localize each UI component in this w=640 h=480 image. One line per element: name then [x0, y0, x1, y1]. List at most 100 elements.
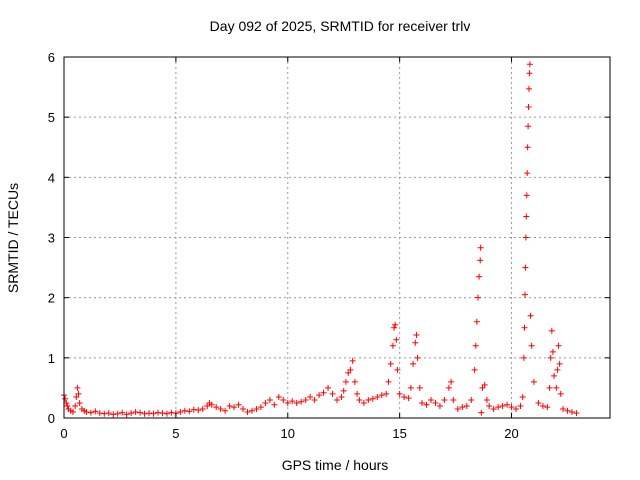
data-point [325, 384, 332, 391]
x-tick-label: 10 [281, 426, 295, 441]
data-point [244, 408, 251, 415]
x-tick-label: 0 [60, 426, 67, 441]
x-tick-label: 5 [172, 426, 179, 441]
x-tick-label: 15 [392, 426, 406, 441]
data-point [92, 408, 99, 415]
data-point [141, 410, 148, 417]
data-point [477, 257, 484, 264]
data-point [64, 402, 71, 409]
data-point [459, 404, 466, 411]
data-point [521, 291, 528, 298]
data-point [525, 103, 532, 110]
data-point [473, 318, 480, 325]
y-tick-label: 4 [48, 170, 55, 185]
data-point [508, 404, 515, 411]
data-point [72, 402, 79, 409]
data-point [266, 396, 273, 403]
data-point [284, 399, 291, 406]
data-point [479, 384, 486, 391]
data-point [186, 408, 193, 415]
data-point [468, 396, 475, 403]
data-point [240, 405, 247, 412]
data-point [87, 409, 94, 416]
data-point [146, 410, 153, 417]
data-point [208, 401, 215, 408]
points-layer [61, 61, 580, 418]
data-point [454, 405, 461, 412]
data-point [105, 410, 112, 417]
grid-layer [64, 57, 610, 418]
data-point [253, 405, 260, 412]
data-point [486, 402, 493, 409]
data-point [96, 410, 103, 417]
y-tick-label: 5 [48, 110, 55, 125]
data-point [110, 411, 117, 418]
data-point [463, 402, 470, 409]
data-point [474, 294, 481, 301]
data-point [547, 354, 554, 361]
data-point [391, 324, 398, 331]
data-point [383, 390, 390, 397]
data-point [137, 409, 144, 416]
data-point [564, 407, 571, 414]
data-point [410, 360, 417, 367]
y-tick-label: 0 [48, 411, 55, 426]
data-point [504, 401, 511, 408]
data-point [168, 409, 175, 416]
data-point [340, 387, 347, 394]
data-point [349, 357, 356, 364]
data-point [405, 395, 412, 402]
data-point [62, 395, 69, 402]
data-point [132, 408, 139, 415]
data-point [316, 392, 323, 399]
data-point [387, 360, 394, 367]
data-point [199, 405, 206, 412]
data-point [548, 327, 555, 334]
data-point [195, 407, 202, 414]
data-point [329, 390, 336, 397]
data-point [365, 396, 372, 403]
data-point [401, 393, 408, 400]
data-point [123, 411, 130, 418]
data-point [374, 393, 381, 400]
data-point [345, 369, 352, 376]
data-point [231, 404, 238, 411]
data-point [262, 399, 269, 406]
data-point [293, 399, 300, 406]
data-point [226, 402, 233, 409]
chart-title: Day 092 of 2025, SRMTID for receiver trl… [210, 18, 471, 34]
data-point [544, 404, 551, 411]
x-axis-title: GPS time / hours [282, 457, 389, 473]
data-point [560, 405, 567, 412]
data-point [513, 405, 520, 412]
data-point [334, 396, 340, 403]
data-point [378, 392, 385, 399]
data-point [555, 342, 562, 349]
data-point [445, 384, 452, 391]
data-point [539, 402, 546, 409]
data-point [427, 396, 434, 403]
data-point [181, 407, 188, 414]
data-point [222, 407, 229, 414]
data-point [423, 401, 430, 408]
data-point [307, 393, 314, 400]
data-point [553, 384, 560, 391]
data-point [472, 342, 479, 349]
data-point [448, 378, 455, 385]
data-point [159, 410, 166, 417]
data-point [556, 360, 563, 367]
data-point [74, 384, 81, 391]
data-point [414, 354, 421, 361]
data-point [499, 402, 506, 409]
data-point [73, 393, 80, 400]
data-point [432, 399, 439, 406]
data-point [248, 407, 255, 414]
data-point [568, 408, 575, 415]
data-point [450, 396, 457, 403]
data-point [524, 144, 531, 151]
data-point [476, 273, 483, 280]
data-point [523, 213, 530, 220]
data-point [356, 396, 363, 403]
data-point [257, 404, 264, 411]
